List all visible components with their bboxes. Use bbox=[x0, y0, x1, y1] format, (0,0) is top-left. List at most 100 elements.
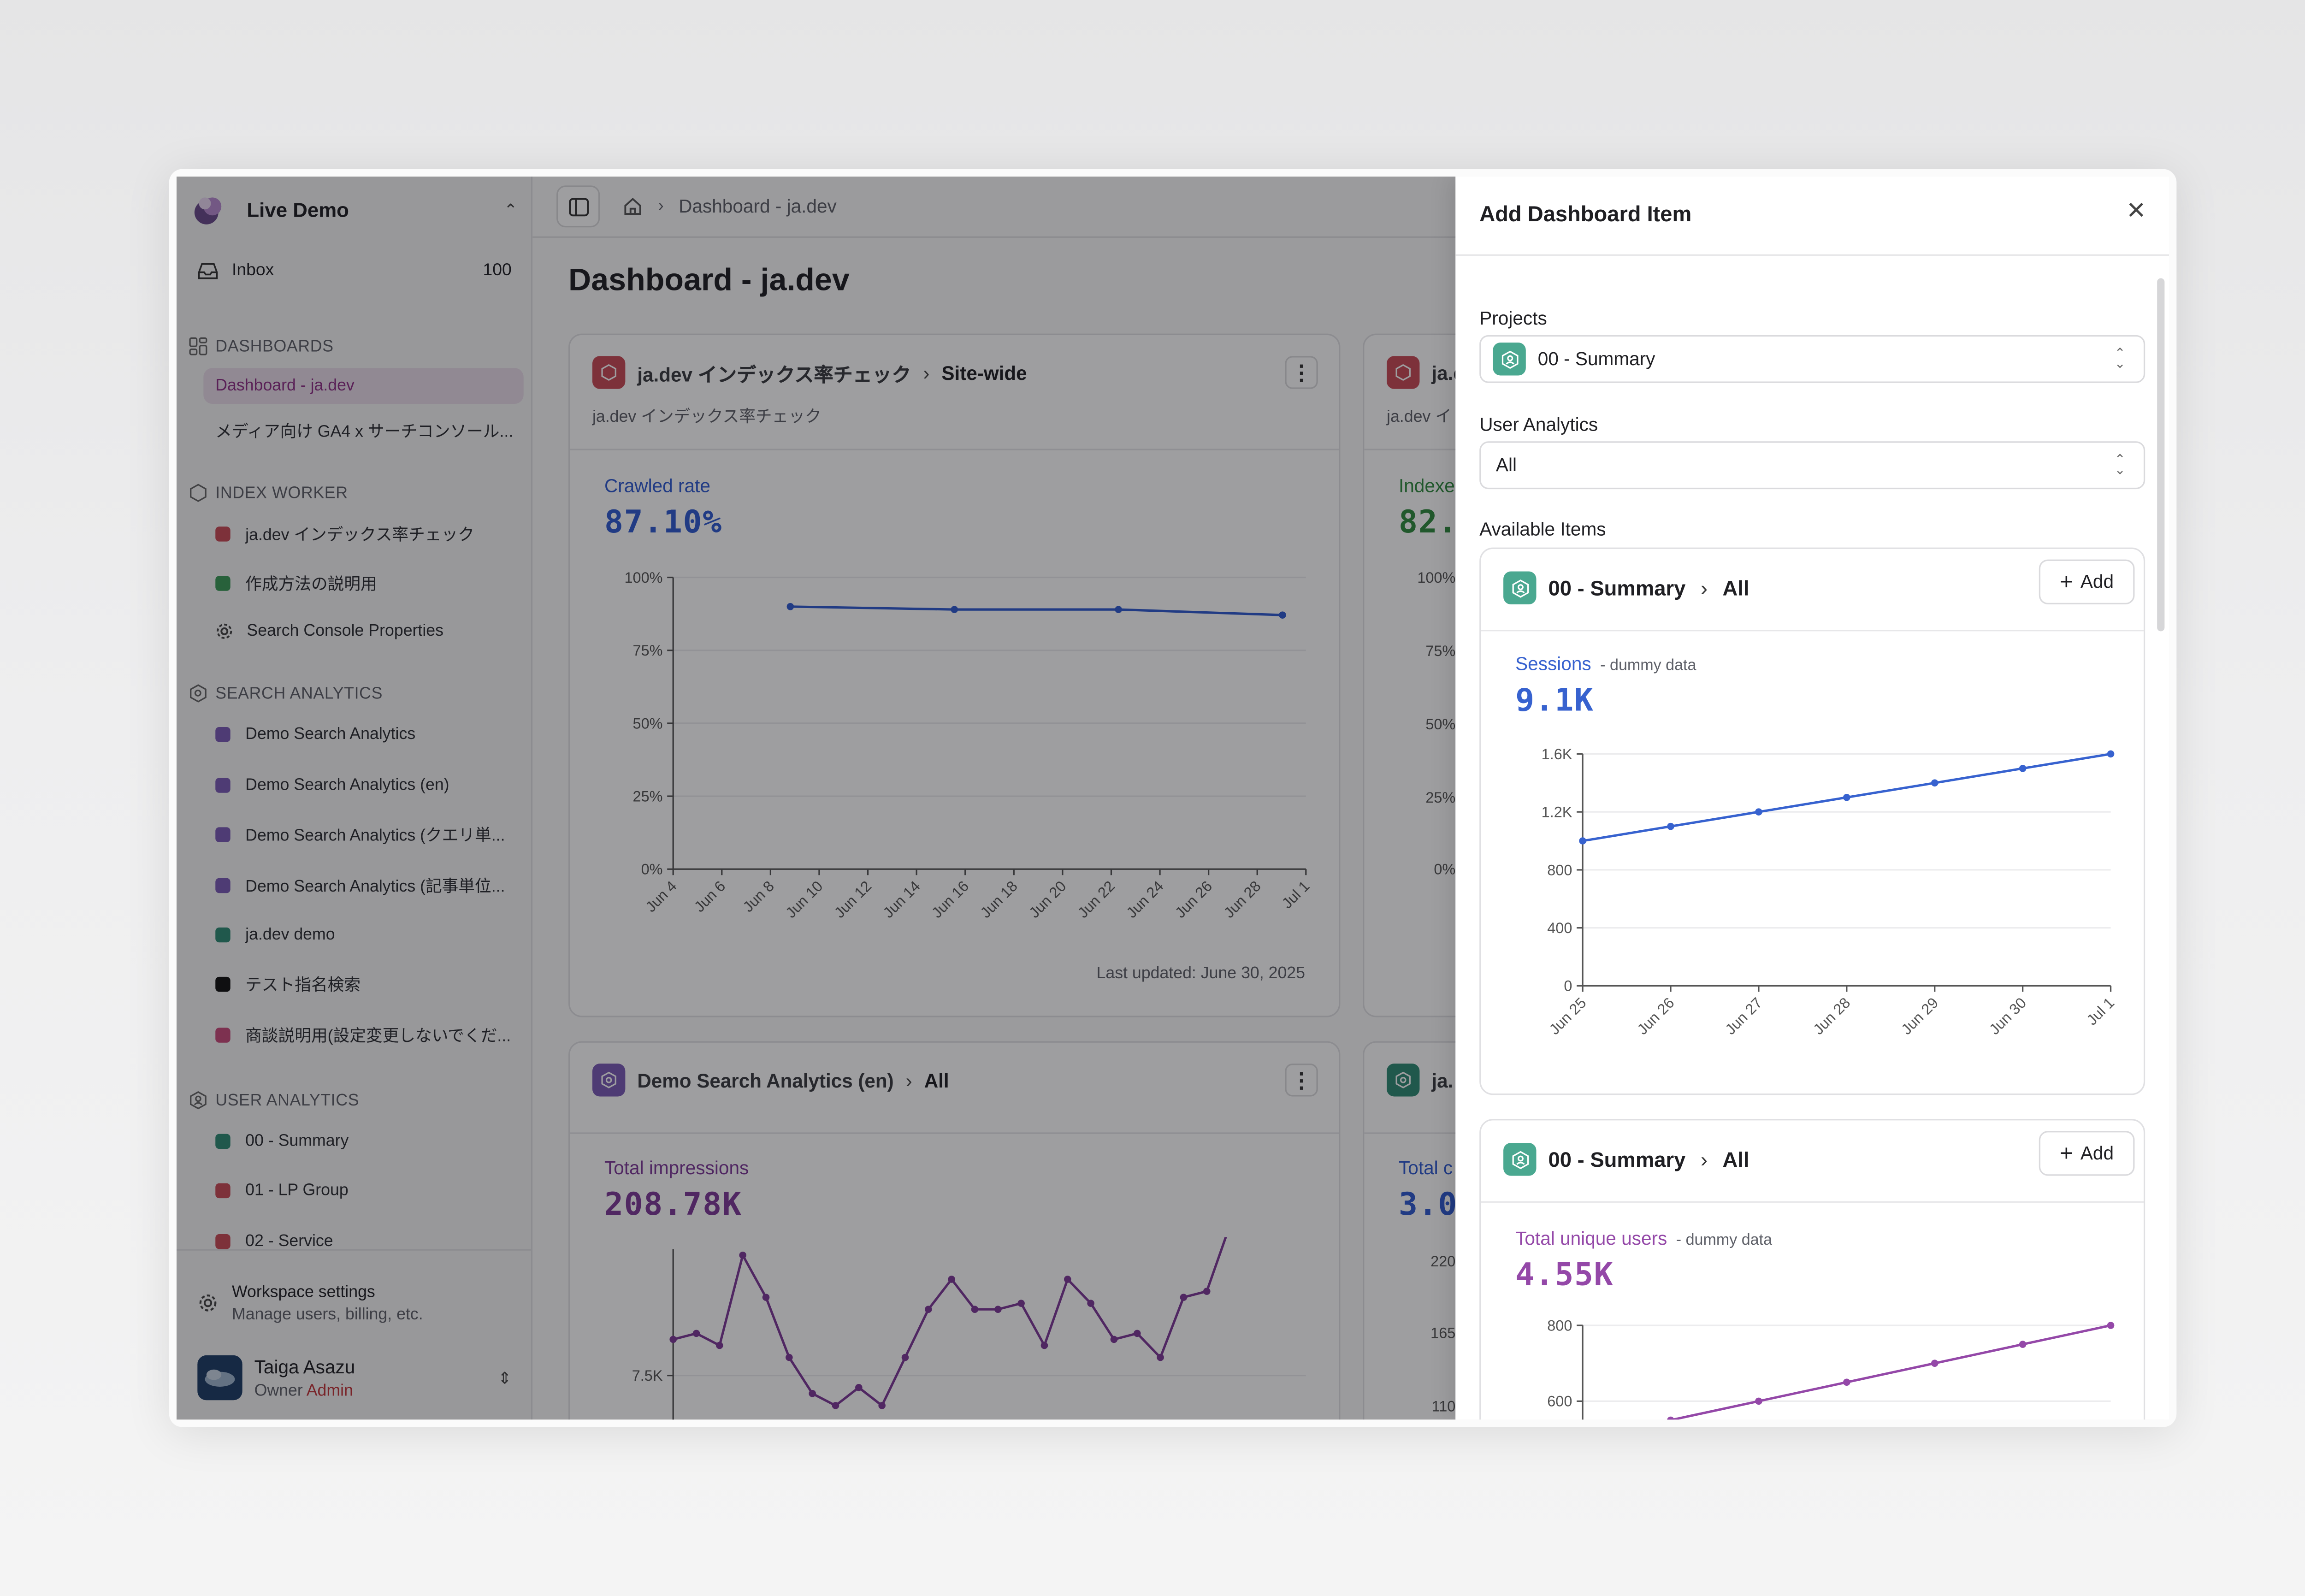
user-analytics-icon bbox=[190, 1091, 207, 1110]
sidebar-item-search-console-properties[interactable]: Search Console Properties bbox=[203, 613, 523, 649]
avatar bbox=[197, 1355, 242, 1401]
project-color-dot bbox=[215, 778, 230, 793]
sidebar-item-demo-search-analytics-en[interactable]: Demo Search Analytics (en) bbox=[203, 768, 523, 804]
data-point bbox=[1279, 611, 1286, 619]
data-point bbox=[925, 1306, 932, 1313]
item-project: 00 - Summary bbox=[1548, 576, 1686, 600]
user-role: Owner Admin bbox=[254, 1381, 353, 1400]
index-worker-icon bbox=[190, 484, 207, 502]
projects-value: 00 - Summary bbox=[1537, 349, 1655, 370]
y-tick-label: 220 bbox=[1430, 1253, 1455, 1270]
item-header: 00 - Summary › All bbox=[1503, 571, 1749, 604]
y-tick-label: 0% bbox=[641, 861, 663, 878]
plus-icon: + bbox=[2060, 569, 2073, 595]
data-point bbox=[1931, 779, 1939, 787]
project-color-dot bbox=[215, 878, 230, 893]
project-color-dot bbox=[215, 1234, 230, 1249]
dummy-data-note: - dummy data bbox=[1676, 1231, 1773, 1249]
item-scope: All bbox=[1722, 576, 1749, 600]
inbox-count: 100 bbox=[483, 261, 512, 280]
last-updated: Last updated: June 30, 2025 bbox=[1096, 964, 1306, 983]
sidebar-item-creation-guide[interactable]: 作成方法の説明用 bbox=[203, 566, 523, 602]
sidebar-item-demo-search-analytics-article[interactable]: Demo Search Analytics (記事単位... bbox=[203, 868, 523, 904]
sidebar-item-dashboard-ja-dev[interactable]: Dashboard - ja.dev bbox=[203, 368, 524, 404]
x-tick-label: Jun 25 bbox=[1546, 994, 1589, 1038]
sidebar-item-sales-demo[interactable]: 商談説明用(設定変更しないでくだ... bbox=[203, 1017, 523, 1053]
data-point bbox=[1115, 606, 1122, 613]
y-tick-label: 0% bbox=[1434, 861, 1455, 878]
project-color-dot bbox=[215, 1134, 230, 1149]
x-tick-label: Jul 1 bbox=[2083, 994, 2117, 1029]
card-header: ja. bbox=[1387, 1064, 1453, 1097]
project-color-dot bbox=[215, 976, 230, 992]
scrollbar[interactable] bbox=[2157, 278, 2165, 632]
card-project: ja.dev インデックス率チェック bbox=[637, 362, 911, 385]
sidebar-item-00-summary[interactable]: 00 - Summary bbox=[203, 1123, 523, 1159]
x-tick-label: Jun 28 bbox=[1810, 994, 1853, 1038]
topbar: › Dashboard - ja.dev bbox=[532, 177, 2169, 238]
data-point bbox=[1110, 1336, 1118, 1343]
data-point bbox=[692, 1330, 700, 1337]
card-menu-button[interactable]: ⋮ bbox=[1285, 1064, 1318, 1097]
index-worker-icon bbox=[1387, 356, 1420, 389]
add-button[interactable]: + Add bbox=[2039, 559, 2135, 604]
dashboard-card-total-impressions: Demo Search Analytics (en) › All ⋮ Total… bbox=[568, 1041, 1341, 1420]
projects-select[interactable]: 00 - Summary ⌃ ⌄ bbox=[1479, 335, 2145, 383]
y-tick-label: 165 bbox=[1430, 1325, 1455, 1342]
workspace-switcher[interactable]: Live Demo ⌃ bbox=[191, 190, 518, 229]
project-color-dot bbox=[215, 827, 230, 842]
x-tick-label: Jun 27 bbox=[1722, 994, 1765, 1038]
data-point bbox=[1017, 1300, 1025, 1307]
home-icon[interactable] bbox=[622, 196, 643, 217]
y-tick-label: 0 bbox=[1564, 978, 1572, 994]
data-point bbox=[1667, 1416, 1674, 1420]
sidebar-item-ja-dev-index-check[interactable]: ja.dev インデックス率チェック bbox=[203, 516, 523, 552]
x-tick-label: Jun 26 bbox=[1634, 994, 1677, 1038]
data-point bbox=[1667, 822, 1674, 830]
card-menu-button[interactable]: ⋮ bbox=[1285, 356, 1318, 389]
sidebar-item-ja-dev-demo[interactable]: ja.dev demo bbox=[203, 917, 523, 953]
dashboard-card-crawled-rate: ja.dev インデックス率チェック › Site-wide ja.dev イン… bbox=[568, 333, 1341, 1017]
sidebar-toggle-button[interactable] bbox=[556, 185, 600, 228]
user-name: Taiga Asazu bbox=[254, 1356, 355, 1377]
item-project: 00 - Summary bbox=[1548, 1147, 1686, 1171]
workspace-name: Live Demo bbox=[247, 198, 349, 221]
inbox-icon bbox=[198, 263, 218, 279]
y-tick-label: 75% bbox=[1425, 643, 1455, 659]
available-item-card: 00 - Summary › All + Add Sessions - dummy … bbox=[1479, 547, 2145, 1095]
more-vertical-icon: ⋮ bbox=[1291, 360, 1312, 384]
sidebar-item-inbox[interactable]: Inbox 100 bbox=[197, 261, 512, 280]
sidebar-item-demo-search-analytics-query[interactable]: Demo Search Analytics (クエリ単... bbox=[203, 817, 523, 853]
data-point bbox=[1843, 1378, 1850, 1386]
sidebar-item-demo-search-analytics[interactable]: Demo Search Analytics bbox=[203, 716, 523, 752]
data-point bbox=[1180, 1294, 1188, 1301]
data-point bbox=[1931, 1360, 1939, 1367]
y-tick-label: 7.5K bbox=[632, 1367, 663, 1384]
metric-label: Total impressions bbox=[604, 1158, 749, 1179]
projects-label: Projects bbox=[1479, 308, 1547, 329]
sidebar-item-media-dashboard[interactable]: メディア向け GA4 x サーチコンソール... bbox=[215, 423, 514, 442]
user-analytics-select[interactable]: All ⌃ ⌄ bbox=[1479, 441, 2145, 490]
y-tick-label: 100% bbox=[625, 569, 663, 586]
y-tick-label: 1.2K bbox=[1542, 804, 1572, 821]
add-button[interactable]: + Add bbox=[2039, 1131, 2135, 1176]
sidebar-item-02-service[interactable]: 02 - Service bbox=[203, 1224, 523, 1259]
chevron-right-icon: › bbox=[1700, 1147, 1708, 1171]
data-point bbox=[1203, 1288, 1211, 1295]
close-button[interactable]: ✕ bbox=[2123, 197, 2150, 225]
item-scope: All bbox=[1722, 1147, 1749, 1171]
data-point bbox=[762, 1294, 770, 1301]
workspace-logo-icon bbox=[194, 197, 222, 225]
gear-icon bbox=[217, 623, 232, 639]
modal-overlay[interactable] bbox=[176, 176, 1456, 1420]
data-point bbox=[1087, 1300, 1094, 1307]
sidebar-item-test-branded-search[interactable]: テスト指名検索 bbox=[203, 966, 523, 1002]
workspace-settings-link[interactable]: Workspace settings Manage users, billing… bbox=[197, 1283, 423, 1324]
user-menu[interactable]: Taiga Asazu Owner Admin ⇕ bbox=[197, 1352, 512, 1403]
card-scope: Site-wide bbox=[941, 361, 1027, 384]
section-search-analytics: SEARCH ANALYTICS bbox=[189, 684, 383, 703]
y-tick-label: 75% bbox=[633, 642, 663, 659]
sidebar-item-01-lp-group[interactable]: 01 - LP Group bbox=[203, 1173, 523, 1209]
card-scope: All bbox=[924, 1069, 949, 1092]
app-window: Live Demo ⌃ Inbox 100 DASHBOARDS Dashboa… bbox=[169, 169, 2177, 1427]
